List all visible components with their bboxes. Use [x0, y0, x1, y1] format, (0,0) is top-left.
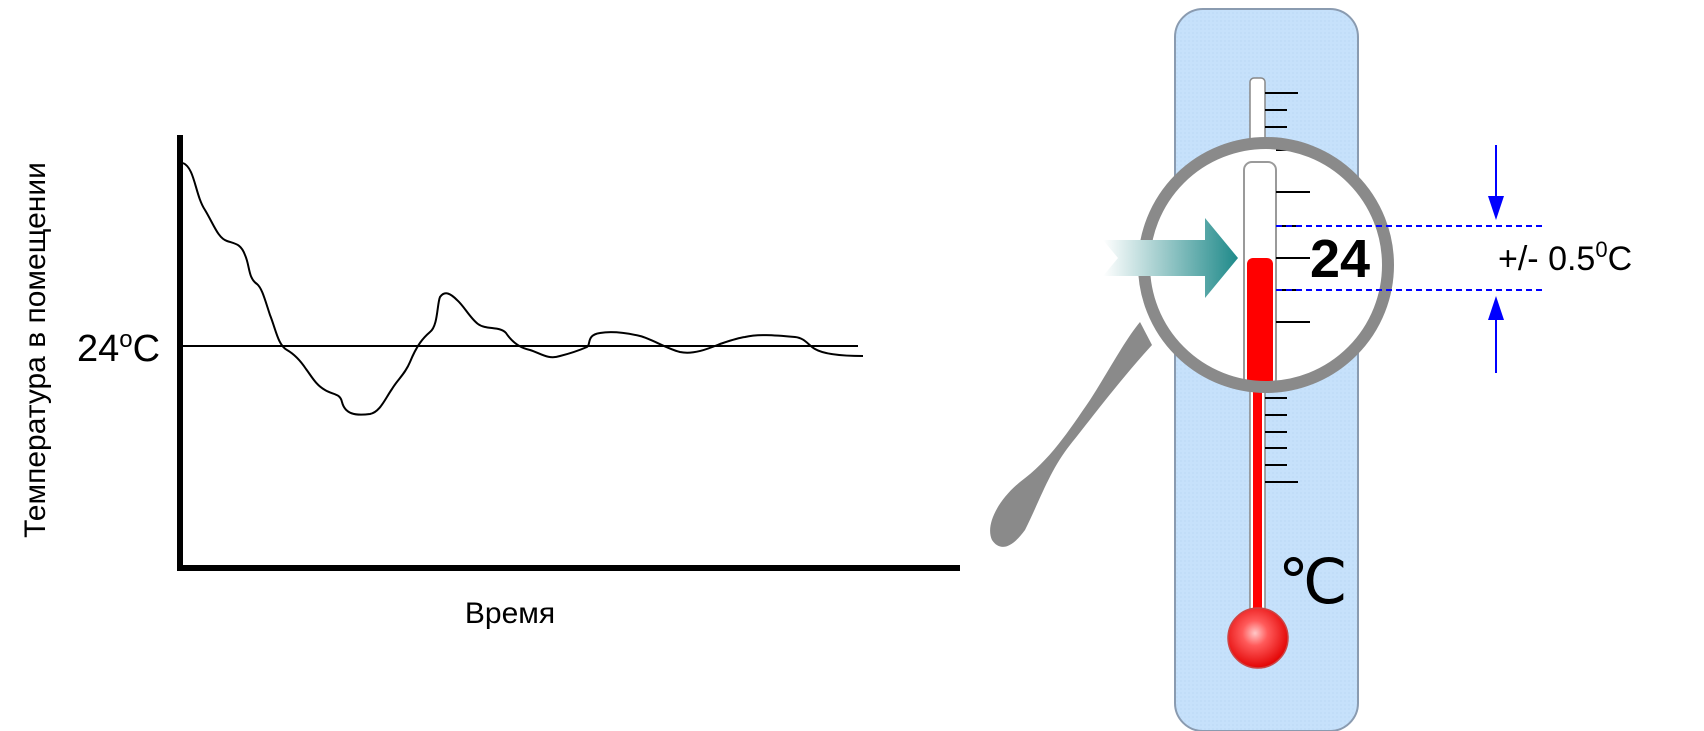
celsius-unit-label: ℃ [1278, 549, 1348, 617]
tolerance-degree-sup: 0 [1595, 237, 1607, 262]
thermometer-illustration: ℃ 24 [990, 8, 1632, 731]
magnified-reading: 24 [1310, 229, 1370, 289]
x-axis-label: Время [465, 597, 555, 630]
setpoint-degree-sup: o [119, 326, 132, 353]
tolerance-arrowhead-down [1488, 196, 1504, 220]
magnifier-handle [990, 322, 1152, 547]
tolerance-markers [1276, 145, 1543, 373]
mercury-bulb [1227, 607, 1289, 669]
magnified-mercury [1247, 258, 1273, 387]
temperature-graph: Температура в помещении Время 24oC [19, 135, 960, 630]
pointer-arrow [1103, 218, 1238, 298]
y-axis-label: Температура в помещении [19, 162, 52, 538]
setpoint-label: 24oC [77, 326, 160, 370]
mercury-column [1253, 360, 1262, 638]
temperature-curve [182, 162, 864, 416]
tolerance-label: +/- 0.50C [1498, 237, 1632, 278]
tolerance-arrowhead-up [1488, 296, 1504, 320]
